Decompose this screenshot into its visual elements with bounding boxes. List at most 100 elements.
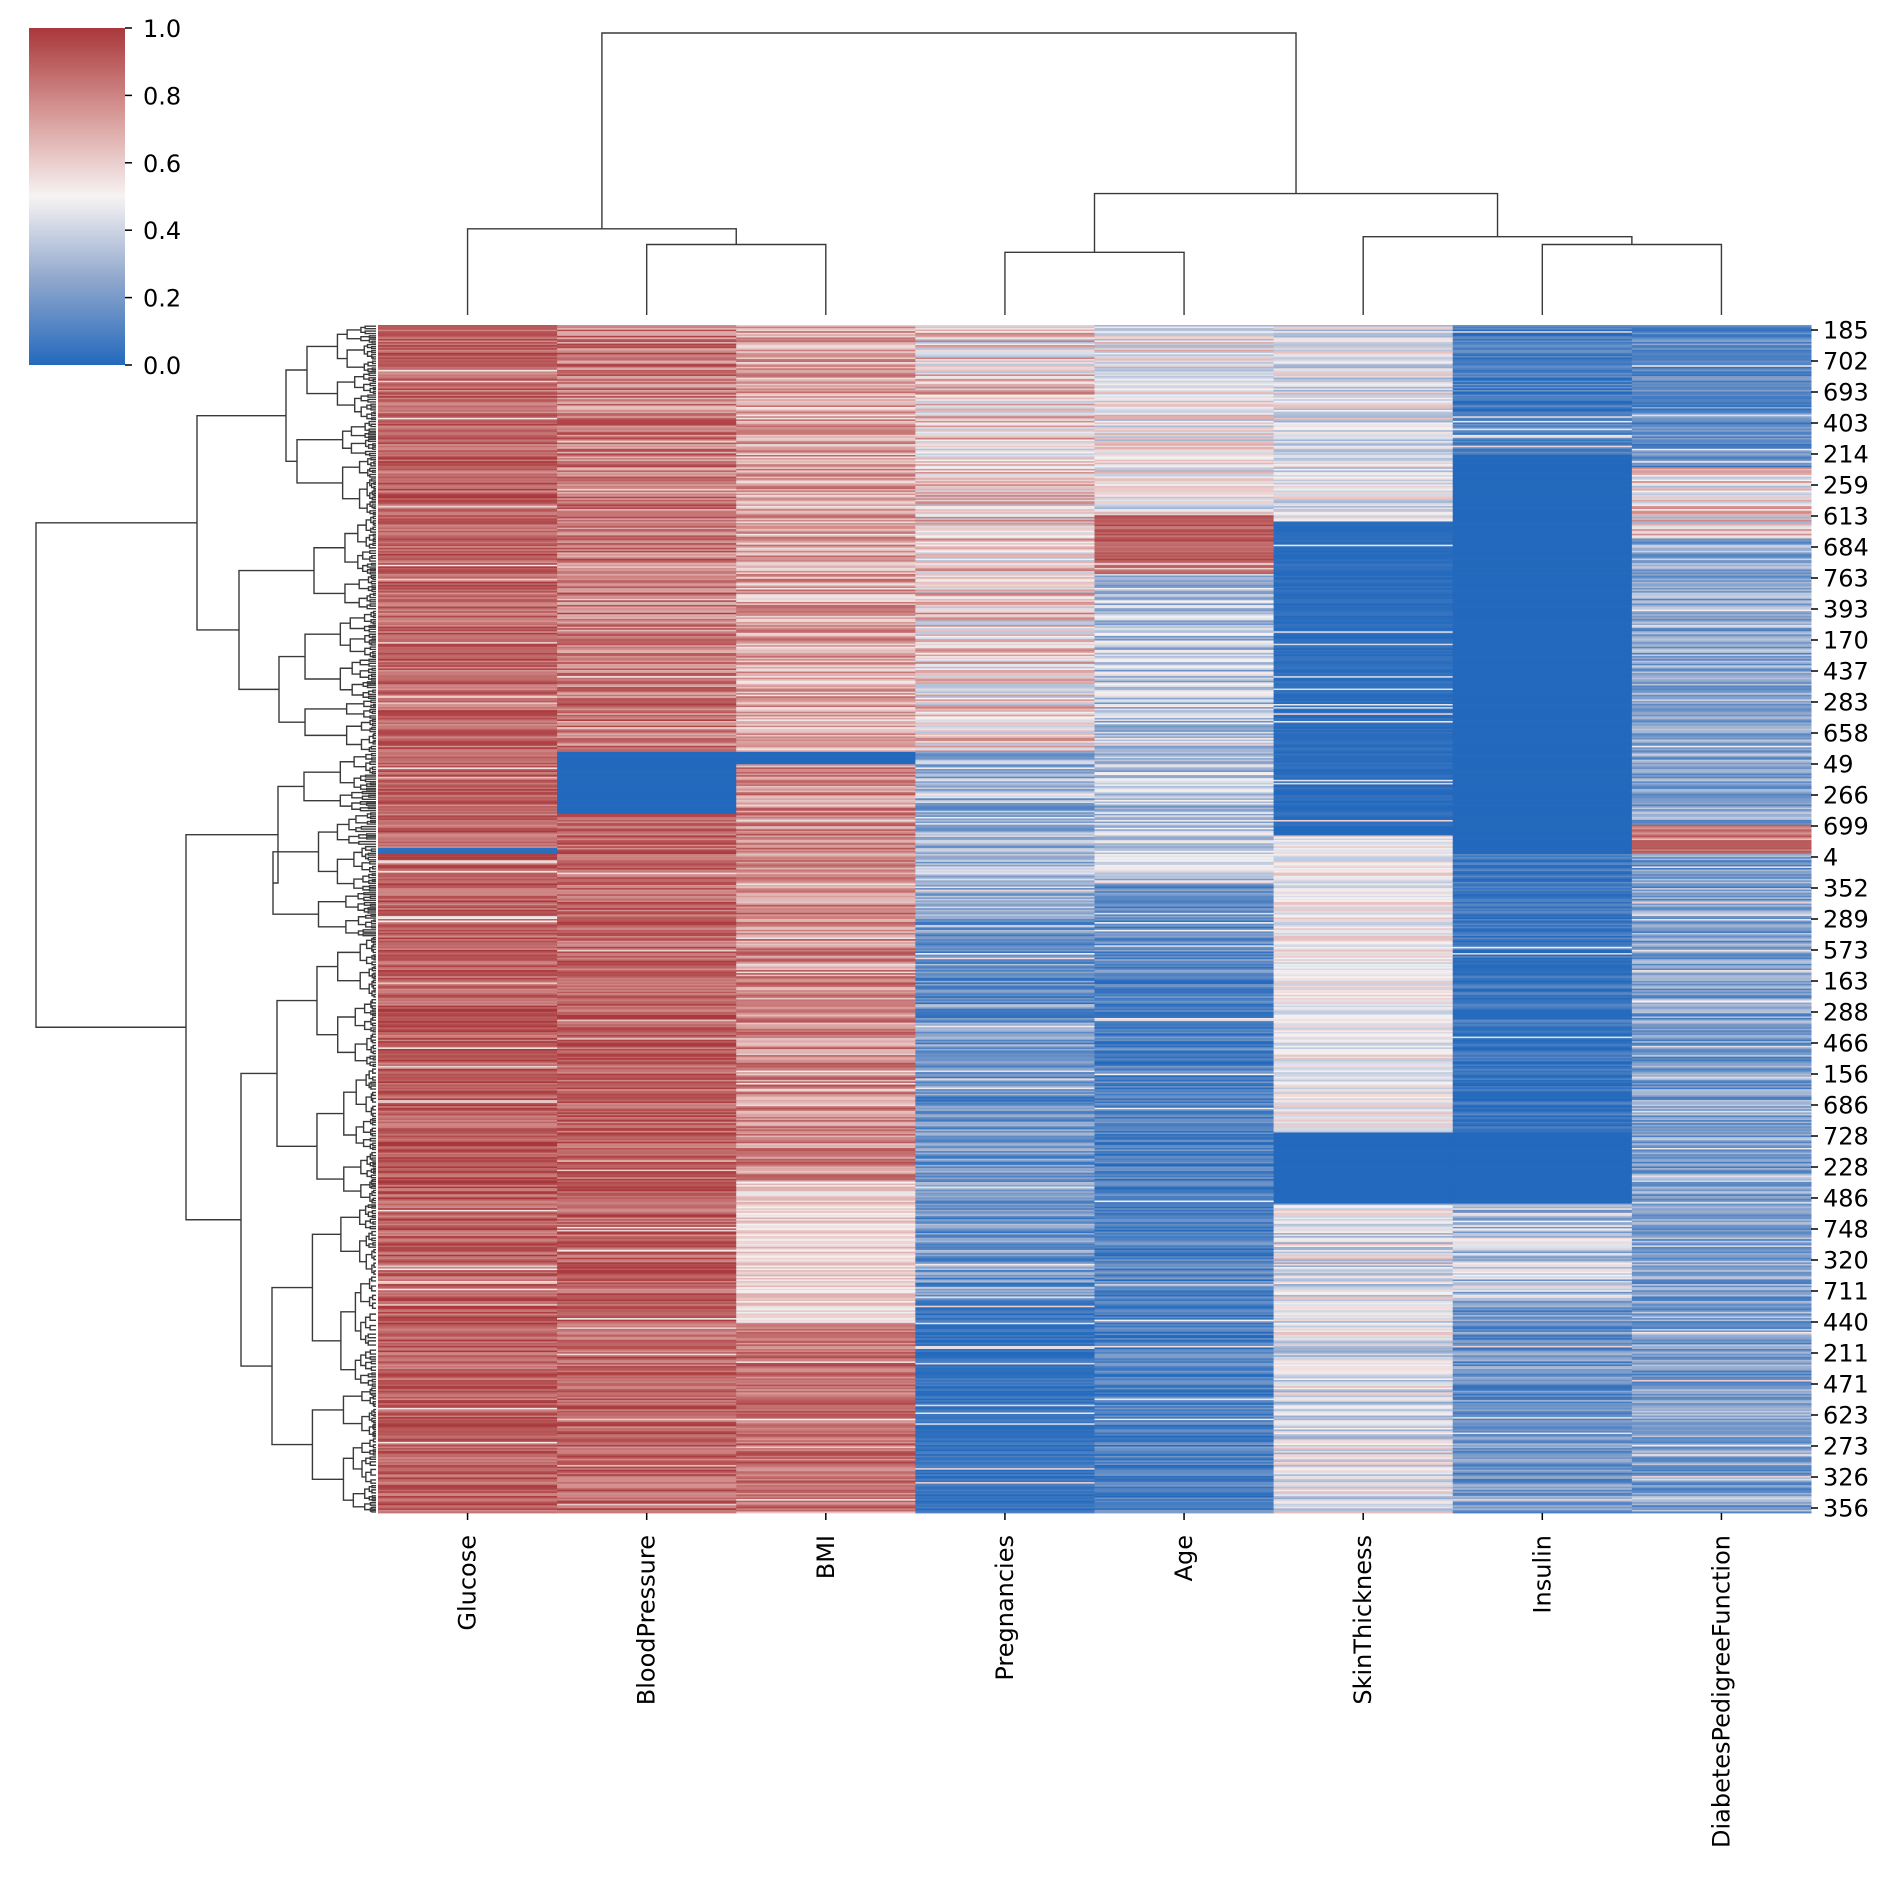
heatmap-cell (378, 1189, 558, 1192)
heatmap-cell (915, 436, 1096, 439)
heatmap-cell (915, 478, 1096, 481)
row-dendrogram-link (371, 349, 376, 354)
heatmap-cell (557, 892, 737, 895)
heatmap-cell (736, 1294, 916, 1297)
heatmap-cell (915, 385, 1096, 388)
heatmap-cell (378, 1432, 558, 1435)
heatmap-cell (557, 385, 737, 388)
heatmap-cell (1273, 523, 1454, 525)
heatmap-cell (1094, 1011, 1275, 1014)
heatmap-cell (557, 798, 737, 801)
heatmap-cell (378, 1233, 558, 1235)
heatmap-cell (557, 1362, 737, 1365)
heatmap-cell (1273, 414, 1454, 417)
heatmap-cell (557, 632, 737, 635)
heatmap-cell (736, 1061, 916, 1064)
heatmap-cell (1094, 1251, 1275, 1254)
row-dendrogram-link (364, 1503, 371, 1511)
row-dendrogram-link (360, 1159, 368, 1175)
heatmap-cell (1273, 574, 1454, 576)
heatmap-cell (1273, 762, 1454, 765)
heatmap-cell (1094, 1379, 1275, 1382)
heatmap-cell (736, 662, 916, 665)
row-dendrogram-link (372, 378, 376, 382)
heatmap-cell (736, 680, 916, 683)
heatmap-cell (915, 1345, 1096, 1348)
heatmap-cell (1094, 326, 1275, 329)
heatmap-cell (1273, 555, 1454, 558)
heatmap-cell (557, 519, 737, 522)
heatmap-cell (736, 363, 916, 366)
heatmap-cell (378, 837, 558, 839)
heatmap-cell (557, 903, 737, 906)
heatmap-cell (557, 408, 737, 411)
heatmap-cell (915, 380, 1096, 383)
heatmap-cell (557, 895, 737, 898)
heatmap-cell (557, 1330, 737, 1333)
heatmap-cell (378, 414, 558, 417)
heatmap-cell (1273, 651, 1454, 654)
heatmap-cell (915, 977, 1096, 980)
heatmap-cell (915, 586, 1096, 589)
heatmap-cell (1273, 1152, 1454, 1155)
heatmap-cell (915, 1285, 1096, 1288)
heatmap-cell (736, 1460, 916, 1463)
heatmap-cell (736, 1045, 916, 1048)
heatmap-cell (557, 1112, 737, 1115)
heatmap-cell (378, 505, 558, 508)
row-dendrogram-link (368, 372, 376, 377)
heatmap-cell (378, 448, 558, 451)
heatmap-cell (1094, 567, 1275, 570)
heatmap-cell (915, 345, 1096, 348)
heatmap-cell (915, 589, 1096, 592)
heatmap-cell (1094, 770, 1275, 773)
heatmap-cell (1094, 1344, 1275, 1347)
heatmap-cell (736, 431, 916, 434)
heatmap-cell (1273, 909, 1454, 912)
heatmap-cell (557, 1366, 737, 1368)
heatmap-cell (1273, 744, 1454, 747)
heatmap-cell (557, 987, 737, 990)
heatmap-cell (736, 617, 916, 620)
heatmap-cell (736, 1305, 916, 1308)
heatmap-cell (378, 512, 558, 515)
row-dendrogram-link (278, 655, 306, 723)
heatmap-cell (1094, 366, 1275, 369)
heatmap-cell (557, 1369, 737, 1372)
heatmap-cell (1094, 1140, 1275, 1143)
heatmap-cell (915, 1019, 1096, 1022)
heatmap-cell (1094, 884, 1275, 887)
heatmap-cell (557, 926, 737, 929)
heatmap-cell (1094, 1189, 1275, 1192)
heatmap-cell (1273, 739, 1454, 742)
heatmap-cell (1094, 968, 1275, 971)
heatmap-cell (378, 363, 558, 366)
heatmap-cell (557, 468, 737, 471)
heatmap-cell (915, 501, 1096, 504)
heatmap-cell (378, 1007, 558, 1010)
heatmap-cell (1273, 1141, 1454, 1144)
heatmap-cell (1094, 578, 1275, 581)
heatmap-cell (557, 447, 737, 450)
heatmap-cell (736, 1395, 916, 1398)
heatmap-cell (736, 775, 916, 778)
heatmap-cell (915, 617, 1096, 620)
heatmap-cell (1273, 447, 1454, 450)
heatmap-cell (557, 1205, 737, 1208)
heatmap-cell (915, 564, 1096, 567)
heatmap-cell (736, 991, 916, 994)
heatmap-cell (1094, 1164, 1275, 1167)
heatmap-cell (1273, 945, 1454, 948)
heatmap-cell (915, 668, 1096, 671)
heatmap-cell (1094, 1494, 1275, 1497)
heatmap-cell (1094, 671, 1275, 674)
heatmap-cell (557, 1489, 737, 1492)
heatmap-cell (378, 1434, 558, 1437)
heatmap-cell (378, 1384, 558, 1387)
heatmap-cell (1273, 427, 1454, 430)
heatmap-cell (557, 1375, 737, 1378)
heatmap-cell (378, 809, 558, 812)
heatmap-cell (378, 925, 558, 928)
heatmap-cell (736, 1455, 916, 1458)
heatmap-cell (736, 1350, 916, 1353)
